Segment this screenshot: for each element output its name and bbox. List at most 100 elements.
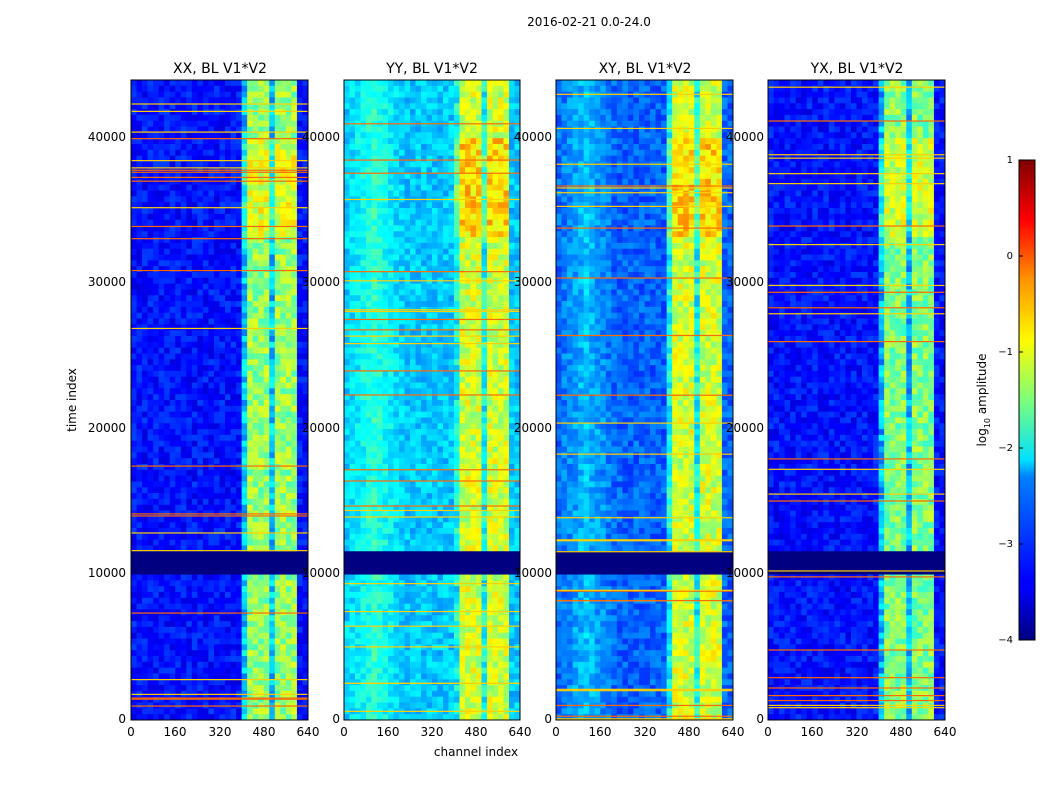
heatmap-cell	[432, 97, 438, 104]
rfi-flag-line	[131, 180, 308, 182]
heatmap-cell	[169, 272, 176, 279]
heatmap-cell	[296, 231, 303, 238]
heatmap-cell	[360, 248, 367, 255]
heatmap-cell	[208, 638, 215, 645]
heatmap-cell	[202, 423, 209, 430]
heatmap-cell	[291, 568, 298, 575]
heatmap-cell	[230, 114, 237, 122]
heatmap-cell	[285, 504, 292, 511]
heatmap-cell	[263, 446, 270, 453]
heatmap-cell	[153, 522, 160, 529]
heatmap-cell	[142, 144, 148, 151]
heatmap-cell	[169, 144, 176, 151]
heatmap-cell	[344, 149, 350, 157]
heatmap-cell	[202, 685, 209, 692]
heatmap-cell	[377, 91, 383, 98]
heatmap-cell	[371, 109, 378, 116]
heatmap-cell	[241, 568, 248, 575]
heatmap-cell	[274, 586, 281, 593]
heatmap-cell	[169, 237, 176, 244]
heatmap-cell	[514, 167, 521, 174]
heatmap-cell	[164, 580, 171, 587]
heatmap-cell	[280, 178, 287, 186]
heatmap-cell	[186, 528, 193, 535]
heatmap-cell	[454, 248, 460, 255]
heatmap-cell	[252, 382, 259, 389]
heatmap-cell	[280, 219, 287, 226]
heatmap-cell	[285, 376, 292, 383]
heatmap-cell	[164, 266, 171, 273]
heatmap-cell	[191, 696, 198, 703]
heatmap-cell	[147, 400, 154, 407]
heatmap-cell	[191, 173, 198, 180]
heatmap-cell	[285, 446, 292, 453]
heatmap-cell	[225, 394, 231, 401]
heatmap-cell	[437, 318, 444, 325]
heatmap-cell	[296, 557, 303, 564]
heatmap-cell	[180, 452, 187, 459]
heatmap-cell	[377, 103, 383, 110]
heatmap-cell	[421, 324, 427, 331]
heatmap-cell	[443, 254, 449, 261]
heatmap-cell	[492, 184, 499, 191]
heatmap-cell	[296, 644, 303, 651]
heatmap-cell	[443, 301, 449, 308]
heatmap-cell	[230, 91, 237, 98]
heatmap-cell	[459, 167, 466, 174]
heatmap-cell	[498, 283, 504, 290]
heatmap-cell	[285, 557, 292, 564]
heatmap-cell	[191, 242, 198, 250]
heatmap-cell	[258, 464, 265, 471]
heatmap-cell	[213, 615, 220, 622]
heatmap-cell	[158, 266, 165, 273]
heatmap-cell	[437, 336, 444, 343]
heatmap-cell	[448, 289, 455, 296]
heatmap-cell	[147, 592, 154, 599]
heatmap-cell	[219, 382, 226, 389]
heatmap-cell	[186, 359, 193, 366]
heatmap-cell	[213, 411, 220, 418]
heatmap-cell	[448, 178, 455, 186]
heatmap-cell	[377, 254, 383, 261]
heatmap-cell	[426, 178, 433, 186]
heatmap-cell	[197, 679, 204, 686]
heatmap-cell	[269, 132, 276, 139]
heatmap-cell	[263, 621, 270, 628]
heatmap-cell	[296, 190, 303, 197]
heatmap-cell	[296, 80, 303, 87]
heatmap-cell	[377, 219, 383, 226]
heatmap-cell	[344, 231, 350, 238]
heatmap-cell	[158, 696, 165, 703]
heatmap-cell	[258, 301, 265, 308]
heatmap-cell	[437, 219, 444, 226]
heatmap-cell	[158, 341, 165, 349]
heatmap-cell	[448, 161, 455, 168]
heatmap-cell	[136, 295, 143, 302]
heatmap-cell	[470, 144, 477, 151]
heatmap-cell	[404, 312, 411, 319]
heatmap-cell	[153, 516, 160, 523]
heatmap-cell	[175, 685, 182, 692]
heatmap-cell	[388, 91, 394, 98]
heatmap-cell	[158, 231, 165, 238]
heatmap-cell	[366, 330, 372, 337]
heatmap-cell	[186, 149, 193, 157]
heatmap-cell	[388, 132, 394, 139]
heatmap-cell	[197, 347, 204, 354]
heatmap-cell	[164, 516, 171, 523]
heatmap-cell	[136, 336, 143, 343]
heatmap-cell	[280, 353, 287, 360]
heatmap-cell	[280, 551, 287, 558]
heatmap-cell	[191, 626, 198, 634]
heatmap-cell	[247, 661, 254, 669]
heatmap-cell	[131, 388, 137, 395]
heatmap-cell	[230, 533, 237, 541]
heatmap-cell	[285, 603, 292, 610]
heatmap-cell	[503, 289, 510, 296]
heatmap-cell	[175, 446, 182, 453]
heatmap-cell	[280, 242, 287, 250]
heatmap-cell	[252, 260, 259, 267]
heatmap-cell	[197, 411, 204, 418]
heatmap-cell	[285, 114, 292, 122]
heatmap-cell	[349, 301, 356, 308]
